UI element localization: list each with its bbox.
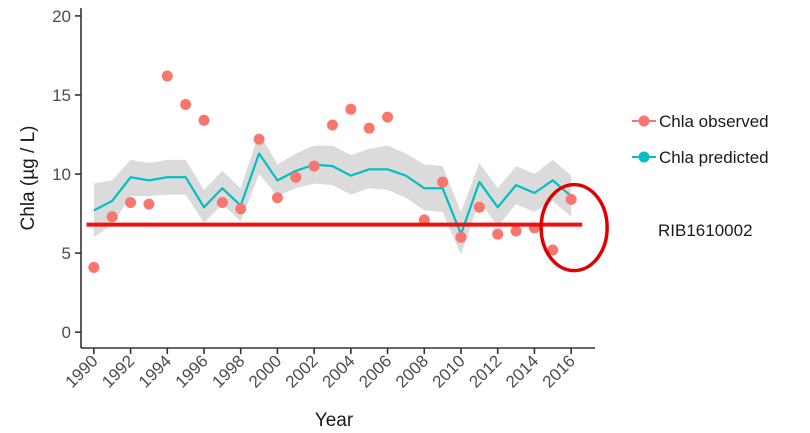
x-tick-label: 2016 — [539, 351, 579, 391]
y-tick-label: 20 — [52, 7, 71, 26]
x-tick-label: 1990 — [61, 351, 101, 391]
observed-point — [363, 122, 375, 134]
x-tick-label: 2000 — [245, 351, 285, 391]
x-tick-label: 2014 — [502, 351, 542, 391]
observed-point — [235, 203, 247, 215]
observed-point — [345, 103, 357, 115]
observed-point — [143, 198, 155, 210]
x-tick-label: 1996 — [172, 351, 212, 391]
x-tick-label: 2004 — [318, 351, 358, 391]
observed-point — [437, 176, 449, 188]
observed-points-layer — [88, 70, 577, 273]
observed-point — [125, 197, 137, 209]
observed-point — [492, 228, 504, 240]
y-axis-title: Chla (µg / L) — [18, 126, 39, 231]
observed-point — [216, 197, 228, 209]
observed-point — [106, 211, 118, 223]
observed-point — [161, 70, 173, 82]
x-tick-label: 1994 — [135, 351, 175, 391]
y-tick-label: 10 — [52, 165, 71, 184]
observed-point — [198, 114, 210, 126]
legend: Chla observed Chla predicted — [632, 112, 769, 167]
observed-point — [290, 171, 302, 183]
legend-item-observed: Chla observed — [632, 112, 769, 131]
y-tick-label: 15 — [52, 86, 71, 105]
station-label: RIB1610002 — [658, 221, 753, 240]
observed-point — [88, 261, 100, 273]
observed-point — [382, 111, 394, 123]
x-tick-label: 2010 — [429, 351, 469, 391]
highlight-circle — [539, 182, 609, 273]
x-tick-label: 2008 — [392, 351, 432, 391]
predicted-line-layer — [93, 152, 572, 236]
legend-predicted-label: Chla predicted — [659, 148, 769, 167]
observed-point — [455, 231, 467, 243]
x-tick-label: 2002 — [282, 351, 322, 391]
observed-point — [271, 192, 283, 204]
observed-point — [510, 225, 522, 237]
legend-predicted-key-dot — [638, 151, 650, 163]
legend-observed-label: Chla observed — [659, 112, 769, 131]
legend-observed-key-dot — [638, 115, 650, 127]
observed-point — [565, 193, 577, 205]
x-tick-label: 2012 — [465, 351, 505, 391]
x-tick-label: 1992 — [98, 351, 138, 391]
x-tick-label: 2006 — [355, 351, 395, 391]
y-tick-label: 0 — [62, 323, 71, 342]
observed-point — [326, 119, 338, 131]
legend-item-predicted: Chla predicted — [632, 148, 769, 167]
observed-point — [253, 133, 265, 145]
observed-point — [547, 244, 559, 256]
observed-point — [308, 160, 320, 172]
y-tick-label: 5 — [62, 244, 71, 263]
x-tick-label: 1998 — [208, 351, 248, 391]
x-axis-title: Year — [315, 410, 354, 431]
annotation-layer — [86, 182, 609, 273]
predicted-line — [93, 152, 572, 236]
observed-point — [473, 201, 485, 213]
observed-point — [180, 98, 192, 110]
